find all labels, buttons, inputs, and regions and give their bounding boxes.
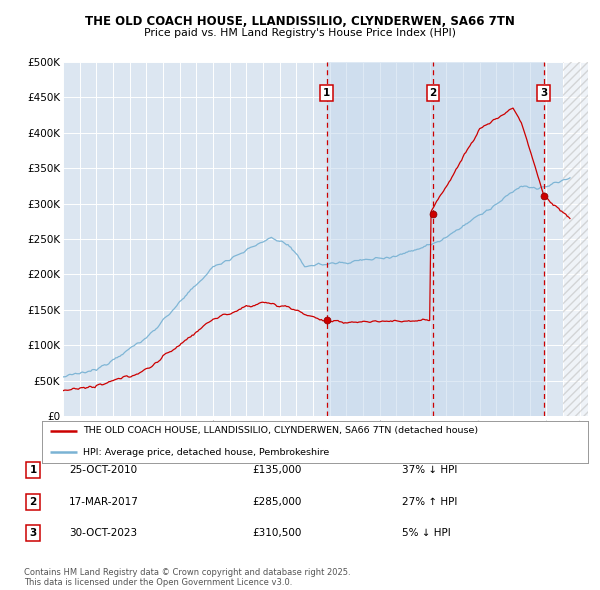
Text: 2: 2 — [430, 88, 437, 98]
Bar — [326, 62, 433, 416]
Text: THE OLD COACH HOUSE, LLANDISSILIO, CLYNDERWEN, SA66 7TN (detached house): THE OLD COACH HOUSE, LLANDISSILIO, CLYND… — [83, 427, 478, 435]
Text: 1: 1 — [29, 465, 37, 474]
Text: £285,000: £285,000 — [252, 497, 301, 507]
Text: 30-OCT-2023: 30-OCT-2023 — [69, 529, 137, 538]
Bar — [563, 62, 588, 416]
Text: 3: 3 — [540, 88, 547, 98]
Bar — [433, 62, 544, 416]
Text: £135,000: £135,000 — [252, 465, 301, 474]
Text: HPI: Average price, detached house, Pembrokeshire: HPI: Average price, detached house, Pemb… — [83, 448, 329, 457]
Text: 2: 2 — [29, 497, 37, 507]
Text: 27% ↑ HPI: 27% ↑ HPI — [402, 497, 457, 507]
Text: Contains HM Land Registry data © Crown copyright and database right 2025.
This d: Contains HM Land Registry data © Crown c… — [24, 568, 350, 587]
Text: 5% ↓ HPI: 5% ↓ HPI — [402, 529, 451, 538]
Text: Price paid vs. HM Land Registry's House Price Index (HPI): Price paid vs. HM Land Registry's House … — [144, 28, 456, 38]
Text: 37% ↓ HPI: 37% ↓ HPI — [402, 465, 457, 474]
Text: 25-OCT-2010: 25-OCT-2010 — [69, 465, 137, 474]
Text: £310,500: £310,500 — [252, 529, 301, 538]
Text: 17-MAR-2017: 17-MAR-2017 — [69, 497, 139, 507]
Text: THE OLD COACH HOUSE, LLANDISSILIO, CLYNDERWEN, SA66 7TN: THE OLD COACH HOUSE, LLANDISSILIO, CLYND… — [85, 15, 515, 28]
Text: 3: 3 — [29, 529, 37, 538]
Text: 1: 1 — [323, 88, 330, 98]
